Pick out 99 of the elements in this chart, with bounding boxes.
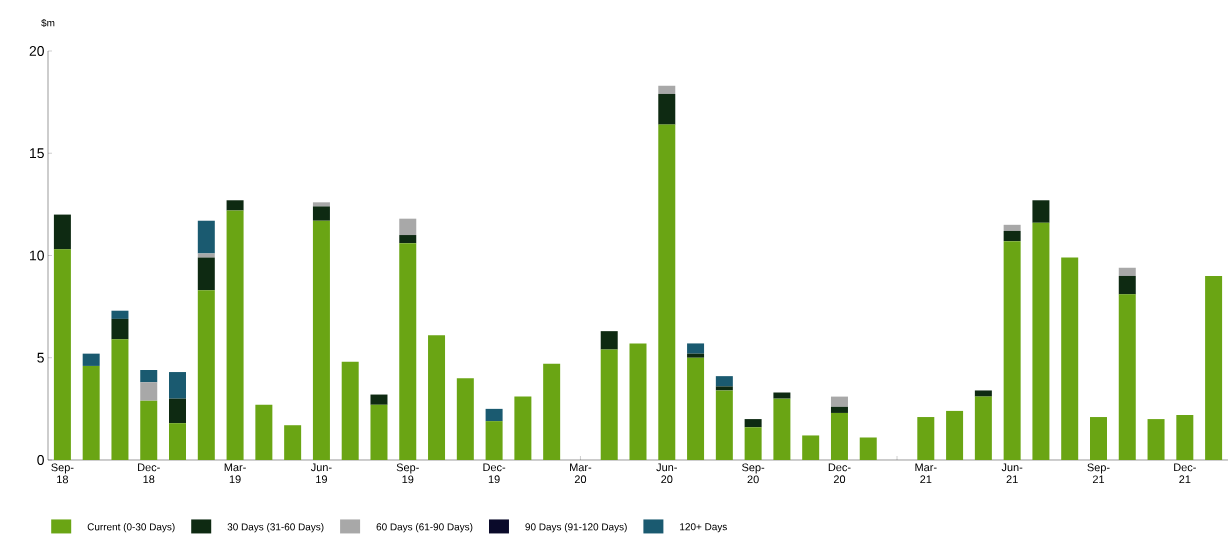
bar xyxy=(715,386,733,391)
x-tick-label: Jun-19 xyxy=(310,463,332,484)
bar xyxy=(658,93,676,125)
bar xyxy=(169,372,187,399)
bar xyxy=(111,318,129,340)
bar xyxy=(1003,224,1021,231)
x-tick-label: Jun-20 xyxy=(656,463,677,484)
bar xyxy=(428,335,446,460)
bar xyxy=(830,406,848,413)
x-tick-label: Sep-19 xyxy=(396,463,419,484)
bar xyxy=(946,410,964,460)
bar xyxy=(687,357,705,460)
bar xyxy=(658,85,676,94)
bar xyxy=(197,257,215,291)
bar xyxy=(456,378,474,460)
bar xyxy=(53,249,71,460)
x-tick-label: Sep-18 xyxy=(51,463,74,484)
bar xyxy=(974,396,992,460)
bar xyxy=(974,390,992,397)
bar xyxy=(140,370,158,383)
bar xyxy=(830,396,848,407)
y-tick-label: 10 xyxy=(30,250,44,261)
bar xyxy=(169,423,187,460)
bar xyxy=(111,310,129,319)
bar xyxy=(255,404,273,460)
y-tick-label: 5 xyxy=(37,352,44,363)
bar xyxy=(140,400,158,460)
legend-label: Current (0-30 Days) xyxy=(87,523,175,533)
bar xyxy=(399,243,417,460)
bar xyxy=(830,412,848,460)
bar xyxy=(1089,417,1107,460)
bar xyxy=(1061,257,1079,460)
bar xyxy=(514,396,532,460)
bar xyxy=(1003,241,1021,460)
y-tick-label: 0 xyxy=(37,455,44,465)
bar xyxy=(53,214,71,250)
bar xyxy=(1032,222,1050,460)
bar xyxy=(917,417,935,460)
bar xyxy=(140,382,158,401)
bar xyxy=(370,404,388,460)
bar xyxy=(715,376,733,387)
bar xyxy=(1032,200,1050,223)
x-tick-label: Sep-21 xyxy=(1087,463,1110,484)
bar xyxy=(312,202,330,207)
bar xyxy=(744,419,762,428)
bar xyxy=(600,349,618,460)
bar xyxy=(226,200,244,211)
legend-label: 120+ Days xyxy=(680,523,727,533)
bar xyxy=(197,220,215,254)
bar xyxy=(1205,275,1223,460)
bar xyxy=(1118,267,1136,276)
bar xyxy=(1147,419,1165,460)
x-tick-label: Jun-21 xyxy=(1001,463,1023,483)
bar xyxy=(543,363,561,460)
bar xyxy=(197,290,215,460)
bar xyxy=(773,398,791,460)
bar xyxy=(802,435,820,460)
bar xyxy=(859,437,877,460)
bar xyxy=(485,408,503,422)
x-tick-label: Dec-18 xyxy=(138,463,160,484)
bar xyxy=(399,218,417,236)
x-tick-label: Mar-21 xyxy=(915,463,937,483)
bar xyxy=(197,253,215,258)
bar xyxy=(744,427,762,460)
bar xyxy=(773,392,791,399)
x-tick-label: Dec-21 xyxy=(1174,463,1196,483)
x-tick-label: Mar-20 xyxy=(570,463,592,484)
bar xyxy=(399,235,417,244)
bar xyxy=(370,394,388,405)
legend-label: 90 Days (91-120 Days) xyxy=(525,523,627,533)
bar xyxy=(169,398,187,424)
bar xyxy=(600,331,618,350)
bar xyxy=(312,220,330,460)
x-tick-label: Mar-19 xyxy=(224,463,246,484)
bar xyxy=(111,339,129,460)
bar xyxy=(629,343,647,460)
legend-label: 30 Days (31-60 Days) xyxy=(227,523,324,533)
bar xyxy=(226,210,244,460)
bar xyxy=(715,390,733,460)
bar xyxy=(485,421,503,460)
bar xyxy=(312,206,330,221)
bar xyxy=(1003,230,1021,242)
bar xyxy=(1118,275,1136,295)
x-tick-label: Sep-20 xyxy=(742,463,765,484)
bar xyxy=(341,361,359,460)
bar xyxy=(1118,294,1136,460)
y-tick-label: 20 xyxy=(29,46,44,56)
bar xyxy=(284,425,302,460)
bar xyxy=(1176,415,1194,460)
bar xyxy=(82,365,100,460)
bar xyxy=(658,124,676,460)
bar xyxy=(82,353,100,366)
x-tick-label: Dec-20 xyxy=(828,463,851,484)
y-tick-label: 15 xyxy=(30,148,44,159)
bar xyxy=(687,353,705,358)
bar xyxy=(687,343,705,354)
legend-label: 60 Days (61-90 Days) xyxy=(376,523,473,533)
y-axis-title: $m xyxy=(41,18,55,28)
x-tick-label: Dec-19 xyxy=(483,463,506,484)
